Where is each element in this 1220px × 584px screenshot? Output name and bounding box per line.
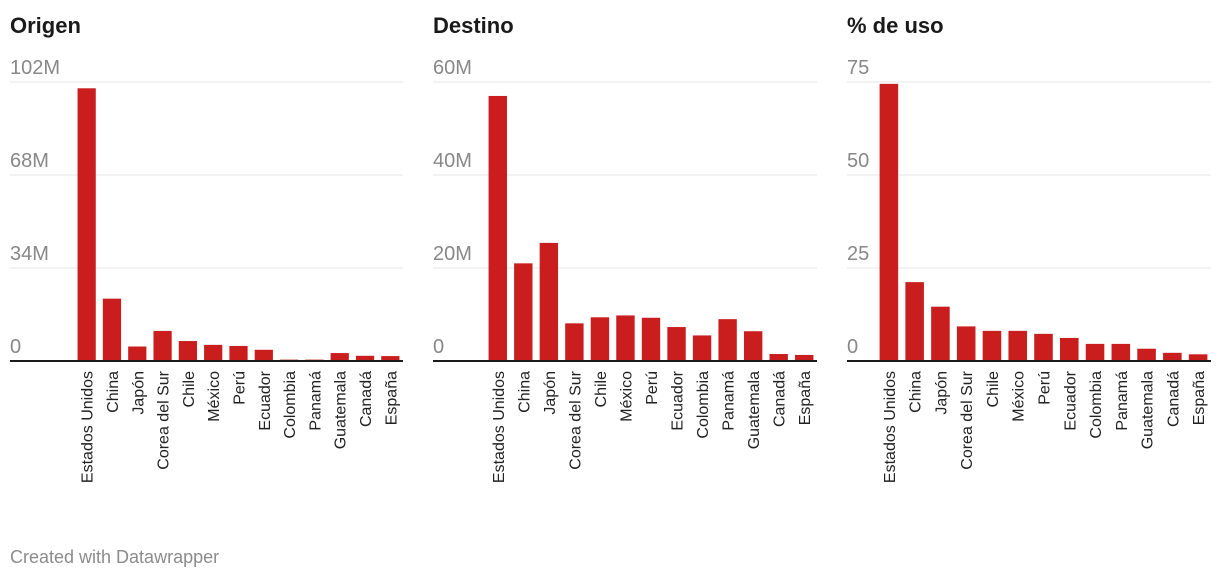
bar [1034, 333, 1053, 361]
bar [743, 331, 763, 361]
y-tick-label: 0 [10, 336, 21, 358]
bar [1008, 330, 1028, 361]
category-label: Estados Unidos [491, 371, 508, 483]
bar [905, 282, 924, 361]
chart-title: Origen [10, 13, 81, 38]
bar [1188, 354, 1208, 361]
bar [769, 354, 788, 361]
chart-panel-3: % de uso 0 25 50 75 Estados Unidos China Japón C… [847, 13, 1211, 483]
bar [641, 317, 661, 361]
category-label: Perú [644, 371, 661, 405]
chart-panel-2: Destino 0 20M 40M 60M Estados Unidos China Japó… [433, 13, 817, 483]
chart-title: % de uso [847, 13, 944, 38]
category-label: Panamá [721, 371, 738, 431]
category-label: Canadá [358, 371, 375, 427]
bar [178, 341, 197, 361]
y-tick-label: 60M [433, 57, 472, 79]
bar [229, 345, 248, 361]
category-label: España [1191, 371, 1208, 425]
category-label: Corea del Sur [156, 370, 173, 469]
category-label: México [618, 371, 635, 422]
bar [254, 349, 273, 361]
category-label: Japón [130, 371, 147, 415]
category-label: Colombia [1088, 371, 1105, 439]
bar [153, 330, 172, 361]
category-label: China [908, 371, 925, 413]
category-label: China [105, 371, 122, 413]
bar [879, 83, 899, 362]
y-tick-label: 40M [433, 150, 472, 172]
category-label: Guatemala [333, 371, 350, 449]
category-label: Panamá [307, 371, 324, 431]
category-label: España [383, 371, 400, 425]
category-label: Chile [593, 371, 610, 408]
bar [77, 88, 96, 362]
category-label: Corea del Sur [959, 370, 976, 469]
chart-title: Destino [433, 13, 514, 38]
category-label: Ecuador [257, 370, 274, 430]
category-label: Corea del Sur [567, 370, 584, 469]
category-label: Ecuador [670, 370, 687, 430]
bar [330, 353, 349, 361]
category-label: Canadá [1165, 371, 1182, 427]
category-label: Canadá [772, 371, 789, 427]
bar [1059, 337, 1079, 361]
bar [488, 95, 507, 361]
bar [204, 344, 223, 361]
y-tick-label: 68M [10, 150, 49, 172]
category-label: México [206, 371, 223, 422]
category-label: Perú [232, 371, 249, 405]
y-tick-label: 20M [433, 243, 472, 265]
bar [128, 346, 147, 361]
bar [381, 356, 400, 361]
y-tick-label: 0 [847, 336, 858, 358]
category-label: Estados Unidos [882, 371, 899, 483]
category-label: Colombia [695, 371, 712, 439]
bar [616, 315, 635, 361]
category-label: Japón [542, 371, 559, 415]
category-label: Estados Unidos [80, 371, 97, 483]
y-tick-label: 0 [433, 336, 444, 358]
category-label: Japón [933, 371, 950, 415]
bar [1111, 343, 1131, 361]
category-label: Guatemala [1140, 371, 1157, 449]
bar [931, 306, 950, 361]
bar [565, 323, 584, 361]
category-label: Chile [181, 371, 198, 408]
bar [667, 327, 686, 361]
footer-credit: Created with Datawrapper [10, 547, 220, 567]
bar [692, 335, 712, 361]
bar [539, 242, 559, 361]
bar [1085, 343, 1105, 361]
category-label: Guatemala [746, 371, 763, 449]
category-label: España [797, 371, 814, 425]
y-tick-label: 34M [10, 243, 49, 265]
category-label: China [516, 371, 533, 413]
y-tick-label: 102M [10, 57, 60, 79]
bar [102, 298, 122, 361]
bar [1163, 352, 1182, 361]
bar [514, 263, 533, 361]
y-tick-label: 75 [847, 57, 869, 79]
category-label: Perú [1037, 371, 1054, 405]
category-label: México [1011, 371, 1028, 422]
bar [795, 354, 814, 361]
category-label: Colombia [282, 371, 299, 439]
y-tick-label: 25 [847, 243, 869, 265]
category-label: Chile [985, 371, 1002, 408]
bar [590, 317, 610, 361]
bar [355, 355, 375, 361]
y-tick-label: 50 [847, 150, 869, 172]
category-label: Ecuador [1062, 370, 1079, 430]
bar [956, 326, 976, 361]
bar [718, 319, 737, 361]
chart-panel-1: Origen 0 34M 68M 102M Estados Unidos China Japó… [10, 13, 403, 483]
bar [1137, 348, 1156, 361]
category-label: Panamá [1114, 371, 1131, 431]
bar [982, 330, 1002, 361]
